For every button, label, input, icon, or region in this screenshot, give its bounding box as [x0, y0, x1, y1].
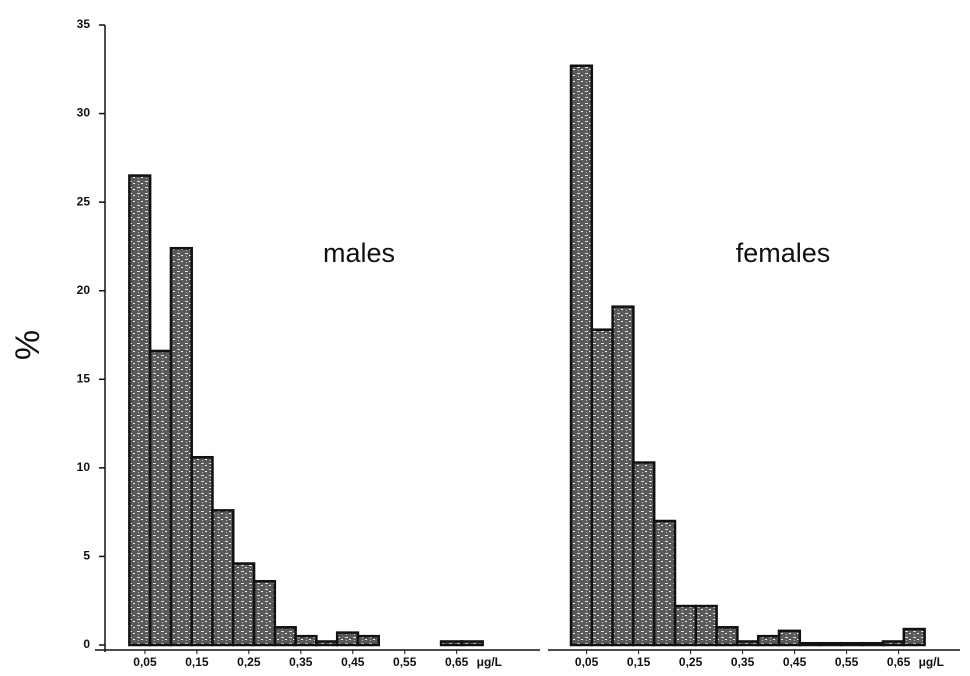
bar: [211, 509, 235, 647]
bar: [736, 640, 760, 647]
bar: [148, 349, 173, 647]
bar: [315, 640, 339, 647]
panel-label: males: [323, 238, 395, 268]
panel-label: females: [736, 238, 831, 268]
y-axis-label: %: [9, 330, 47, 360]
x-tick-label: 0,65: [887, 655, 911, 669]
x-tick-label: 0,65: [445, 655, 469, 669]
bar: [128, 174, 152, 647]
bar: [819, 641, 843, 647]
bar: [694, 604, 718, 647]
x-tick-label: 0,35: [731, 655, 755, 669]
bar: [232, 562, 256, 647]
x-tick-label: 0,45: [341, 655, 365, 669]
bar: [611, 305, 635, 647]
y-tick-label: 15: [77, 371, 91, 385]
bar: [777, 629, 802, 647]
bar: [590, 328, 614, 647]
bar: [190, 455, 214, 647]
bar: [756, 634, 781, 647]
bar: [252, 579, 277, 647]
bar: [798, 641, 822, 647]
x-tick-label: 0,05: [133, 655, 157, 669]
x-axis-label: μg/L: [477, 655, 502, 669]
bar: [632, 461, 656, 647]
y-tick-label: 35: [77, 17, 91, 31]
x-axis-label: μg/L: [919, 655, 944, 669]
y-tick-label: 30: [77, 106, 91, 120]
bar: [273, 626, 297, 647]
x-tick-label: 0,55: [835, 655, 859, 669]
bar: [169, 246, 193, 647]
bar: [673, 604, 698, 647]
bar: [460, 640, 484, 647]
bar: [335, 631, 360, 647]
y-tick-label: 10: [77, 460, 91, 474]
x-tick-label: 0,35: [289, 655, 313, 669]
x-tick-label: 0,25: [679, 655, 703, 669]
bar: [840, 641, 864, 647]
x-tick-label: 0,25: [237, 655, 261, 669]
bar: [294, 634, 318, 647]
bar: [860, 641, 885, 647]
x-tick-label: 0,45: [783, 655, 807, 669]
bar: [439, 640, 464, 647]
bar: [356, 634, 380, 647]
bar: [881, 640, 906, 647]
bar: [715, 626, 739, 647]
bar: [902, 627, 926, 647]
y-tick-label: 0: [83, 637, 90, 651]
y-tick-label: 5: [83, 549, 90, 563]
bar: [569, 64, 594, 647]
x-tick-label: 0,05: [575, 655, 599, 669]
y-tick-label: 25: [77, 194, 91, 208]
bar: [652, 519, 677, 647]
x-tick-label: 0,15: [627, 655, 651, 669]
y-tick-label: 20: [77, 283, 91, 297]
x-tick-label: 0,55: [393, 655, 417, 669]
x-tick-label: 0,15: [185, 655, 209, 669]
